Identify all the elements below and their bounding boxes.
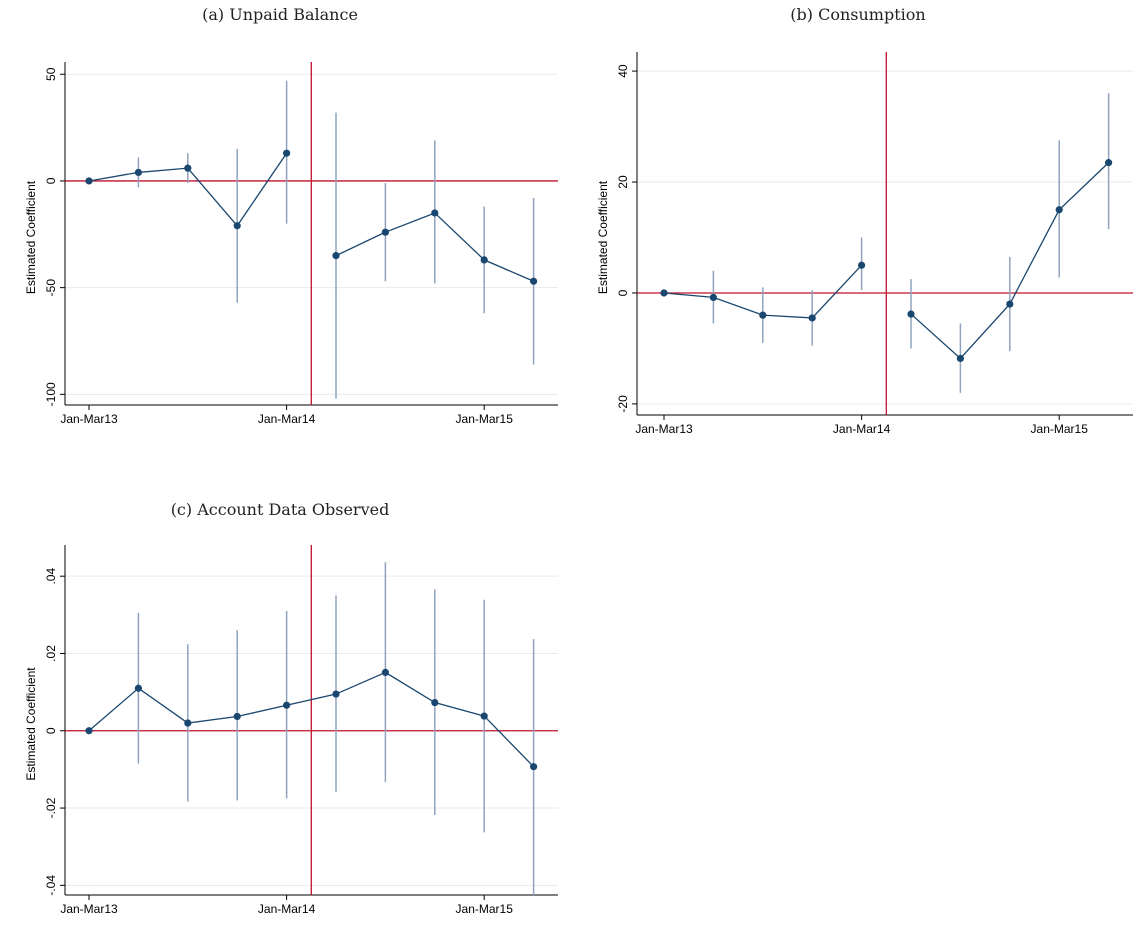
coefficient-point	[134, 684, 142, 692]
coefficient-point	[233, 222, 241, 230]
coefficient-point	[530, 763, 538, 771]
y-tick-label: 50	[44, 67, 58, 81]
panel-account-data-observed: (c) Account Data Observed .04 .02 0 -.02 -.0…	[0, 495, 560, 945]
x-tick-label: Jan-Mar13	[60, 902, 118, 916]
coefficient-point	[907, 310, 915, 318]
coefficient-point	[184, 719, 192, 727]
y-axis-title: Estimated Coefficient	[596, 180, 610, 294]
coefficient-point	[381, 668, 389, 677]
x-tick-label: Jan-Mar14	[258, 412, 316, 426]
coefficient-point	[1105, 159, 1113, 167]
y-tick-label: 0	[616, 289, 630, 296]
coefficient-point	[233, 712, 241, 721]
chart-unpaid-balance: 50 0 -50 -100 Estimated Coefficient Jan-Mar13…	[24, 62, 558, 426]
y-axis-title: Estimated Coefficient	[24, 180, 38, 294]
y-tick-label: .02	[44, 645, 58, 662]
y-tick-label: -20	[616, 395, 630, 413]
y-tick-label: -100	[44, 382, 58, 406]
panel-unpaid-balance: (a) Unpaid Balance 50 0 -50 -100 Estimated C…	[0, 0, 560, 460]
coefficient-point	[660, 289, 668, 297]
x-tick-label: Jan-Mar14	[833, 422, 891, 436]
coefficient-point	[184, 164, 192, 172]
coefficient-point	[1055, 206, 1063, 214]
coefficient-point	[530, 277, 538, 285]
coefficient-point	[1006, 300, 1014, 308]
y-tick-label: -.04	[44, 875, 58, 896]
y-tick-label: .04	[44, 568, 58, 585]
coefficient-point	[858, 261, 866, 269]
coefficient-point	[134, 168, 142, 177]
y-tick-label: -50	[44, 279, 58, 297]
panel-title: (c) Account Data Observed	[170, 500, 390, 519]
coefficient-point	[431, 209, 439, 217]
coefficient-point	[480, 256, 488, 264]
coefficient-point	[709, 293, 717, 302]
x-tick-label: Jan-Mar15	[1031, 422, 1089, 436]
x-tick-label: Jan-Mar13	[635, 422, 693, 436]
coefficient-point	[431, 698, 439, 707]
x-tick-label: Jan-Mar13	[60, 412, 118, 426]
coefficient-point	[381, 228, 389, 236]
y-tick-label: 40	[616, 64, 630, 78]
y-tick-label: -.02	[44, 797, 58, 818]
coefficient-point	[956, 354, 964, 363]
y-tick-label: 0	[44, 727, 58, 734]
panel-title: (a) Unpaid Balance	[202, 5, 358, 24]
coefficient-point	[283, 701, 291, 709]
coefficient-point	[332, 690, 340, 698]
coefficient-point	[759, 311, 767, 319]
y-tick-label: 0	[44, 177, 58, 184]
coefficient-point	[85, 177, 93, 185]
y-axis-title: Estimated Coefficient	[24, 667, 38, 781]
x-tick-label: Jan-Mar15	[456, 902, 514, 916]
x-tick-label: Jan-Mar14	[258, 902, 316, 916]
panel-consumption: (b) Consumption 40 20 0 -20 Estimated Coeffi…	[575, 0, 1141, 460]
coefficient-point	[480, 712, 488, 720]
x-tick-label: Jan-Mar15	[456, 412, 514, 426]
coefficient-point	[283, 149, 291, 157]
chart-consumption: 40 20 0 -20 Estimated Coefficient Jan-Mar13 Ja…	[596, 52, 1133, 436]
coefficient-point	[808, 314, 816, 322]
chart-account-data-observed: .04 .02 0 -.02 -.04 Estimated Coefficient Jan-…	[24, 545, 558, 916]
y-tick-label: 20	[616, 175, 630, 189]
coefficient-point	[85, 727, 93, 735]
series-line	[88, 671, 535, 768]
coefficient-point	[332, 252, 340, 260]
panel-title: (b) Consumption	[790, 5, 926, 24]
